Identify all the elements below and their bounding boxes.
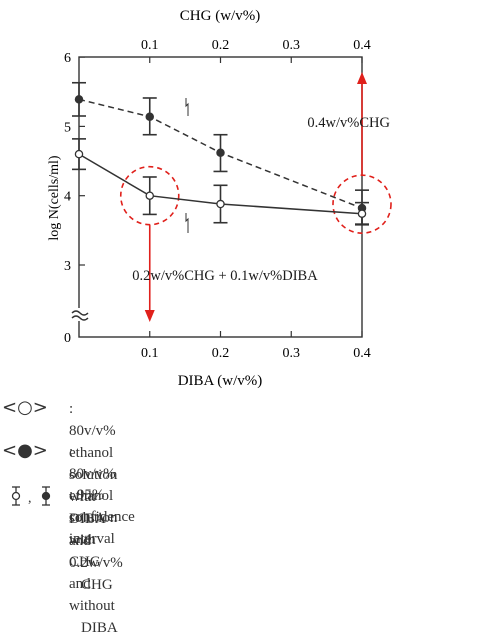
annotation-chg-label: 0.4w/v%CHG <box>307 115 390 131</box>
open-circle-icon: <○> <box>2 397 48 418</box>
legend-text-filled-2: DIBA <box>81 620 118 636</box>
data-point <box>74 149 84 159</box>
bottom-axis-ticks: 0.1 0.2 0.3 0.4 <box>141 331 371 361</box>
legend-text-ci: : 95% confidence interval <box>69 487 135 547</box>
bottom-tick-label: 0.3 <box>283 346 301 361</box>
break-mark-upper <box>185 98 189 116</box>
y-axis-label: log N(cells/ml) <box>47 155 62 240</box>
bottom-tick-label: 0.1 <box>141 346 159 361</box>
y-tick-label: 6 <box>64 51 71 66</box>
top-axis-ticks: 0.1 0.2 0.3 0.4 <box>141 38 371 63</box>
annotation-circles <box>119 165 392 234</box>
y-axis-ticks: 0 3 4 5 6 <box>64 51 85 346</box>
y-tick-label: 3 <box>64 259 71 274</box>
data-point <box>74 95 84 104</box>
errorbar-icons: , <box>11 486 51 506</box>
data-point <box>216 199 225 209</box>
series-line <box>78 98 363 209</box>
break-mark-lower <box>185 213 189 233</box>
annotation-combo-label: 0.2w/v%CHG + 0.1w/v%DIBA <box>132 268 318 284</box>
top-axis-label: CHG (w/v%) <box>180 8 260 24</box>
y-tick-label: 4 <box>64 190 71 205</box>
filled-circle-icon: <●> <box>2 440 48 461</box>
bottom-tick-label: 0.4 <box>353 346 371 361</box>
bottom-tick-label: 0.2 <box>212 346 230 361</box>
top-tick-label: 0.4 <box>353 38 371 53</box>
axis-break <box>71 308 89 321</box>
data-point <box>216 148 225 157</box>
top-tick-label: 0.3 <box>283 38 301 53</box>
y-tick-label: 5 <box>64 120 71 135</box>
data-point <box>145 112 154 121</box>
top-tick-label: 0.1 <box>141 38 159 53</box>
y-tick-label: 0 <box>64 331 71 346</box>
chart: CHG (w/v%) DIBA (w/v%) log N(cells/ml) 0… <box>47 8 392 389</box>
arrow-head <box>357 72 367 84</box>
svg-text:,: , <box>28 491 32 506</box>
data-point <box>145 191 154 200</box>
data-point <box>357 209 367 218</box>
annotation-arrows <box>144 72 367 322</box>
series <box>72 81 369 226</box>
bottom-axis-label: DIBA (w/v%) <box>178 373 263 389</box>
series-line <box>78 153 363 215</box>
arrow-head <box>144 310 155 322</box>
top-tick-label: 0.2 <box>212 38 230 53</box>
